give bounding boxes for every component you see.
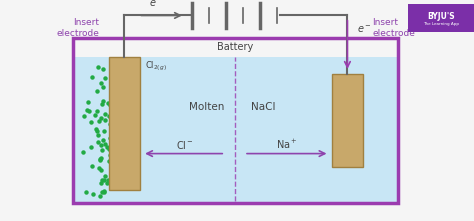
Bar [109,57,140,190]
Text: $\mathrm{Cl}_{2(g)}$: $\mathrm{Cl}_{2(g)}$ [145,60,166,73]
Text: Na$^+$: Na$^+$ [276,138,298,151]
Text: The Learning App: The Learning App [423,22,459,26]
Bar [332,74,363,167]
Text: Insert
electrode: Insert electrode [372,18,415,38]
Bar [408,4,474,32]
Text: BYJU'S: BYJU'S [427,12,455,21]
Text: $e^-$: $e^-$ [149,0,164,9]
Text: $e^-$: $e^-$ [357,24,372,35]
Text: Insert
electrode: Insert electrode [57,18,100,38]
Text: Molten: Molten [189,102,224,112]
Text: NaCl: NaCl [251,102,275,112]
Text: Cl$^-$: Cl$^-$ [176,139,194,151]
Bar [73,57,398,203]
Bar [73,38,398,203]
Text: Battery: Battery [217,42,253,52]
